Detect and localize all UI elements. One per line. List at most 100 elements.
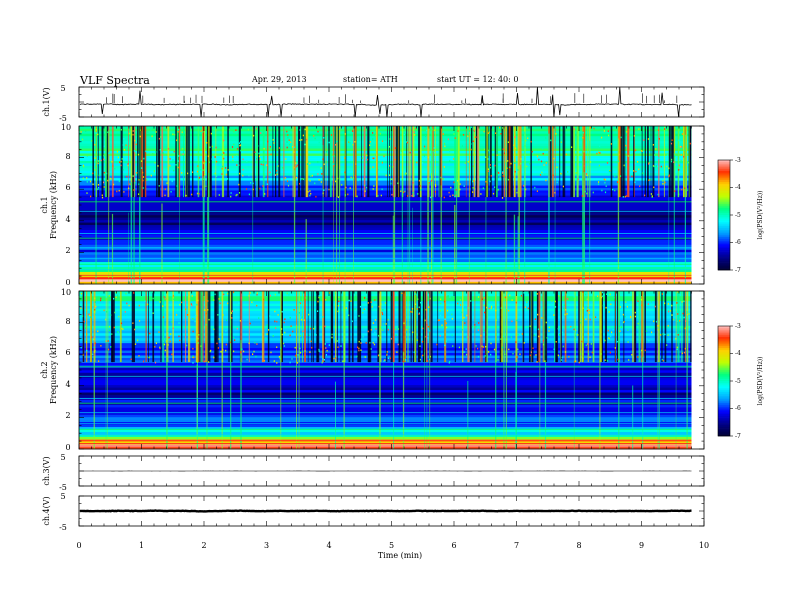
spectrogram-speckle [115, 296, 117, 299]
spectrogram-speckle [152, 297, 154, 300]
spectrogram-speckle [269, 171, 271, 174]
spectrogram-speckle [533, 334, 535, 337]
spectrogram-speckle [618, 153, 620, 156]
spectrogram-speckle [230, 192, 232, 194]
spectrogram-speckle [478, 322, 480, 324]
spectrogram-speckle [169, 340, 171, 343]
spectrogram-band [79, 202, 692, 206]
spectrogram-speckle [305, 297, 307, 299]
spectrogram-speckle [283, 342, 285, 345]
spectrogram-streak [486, 126, 488, 198]
spectrogram-speckle [262, 360, 264, 362]
spectrogram-speckle [222, 349, 224, 351]
colorbar-swatch [718, 189, 730, 192]
spectrogram-speckle [284, 177, 287, 179]
spectrogram-speckle [367, 302, 369, 304]
spectrogram-speckle [625, 195, 628, 197]
spectrogram-speckle [452, 194, 454, 197]
spectrogram-speckle [133, 292, 135, 294]
spectrogram-speckle [412, 191, 414, 194]
spectrogram-speckle [82, 353, 84, 356]
spectrogram-speckle [121, 158, 123, 160]
spectrogram-speckle [679, 320, 681, 322]
spectrogram-streak [204, 291, 207, 363]
spectrogram-speckle [347, 193, 349, 196]
colorbar-swatch [718, 408, 730, 411]
colorbar-swatch [718, 176, 730, 179]
spectrogram-streak [576, 126, 578, 198]
spectrogram-speckle [98, 174, 100, 177]
spectrogram-speckle [553, 348, 555, 350]
spectrogram-band [79, 362, 692, 366]
spectrogram-streak [166, 291, 169, 363]
spectrogram-speckle [141, 167, 143, 169]
spectrogram-streak [418, 291, 421, 363]
spectrogram-speckle [115, 291, 117, 294]
spectrogram-speckle [470, 300, 472, 302]
spectrogram-streak [501, 291, 504, 363]
spectrogram-speckle [521, 333, 523, 335]
spectrogram-speckle [293, 309, 295, 311]
spectrogram-speckle [405, 141, 407, 143]
spectrogram-streak [420, 197, 422, 284]
spectrogram-streak [161, 203, 163, 284]
spectrogram-streak [192, 126, 194, 198]
spectrogram-speckle [652, 144, 654, 146]
spectrogram-speckle [309, 194, 311, 197]
time-tick-8: 8 [576, 541, 581, 550]
spectrogram-speckle [428, 306, 430, 308]
spectrogram-speckle [438, 319, 440, 322]
spectrogram-speckle [175, 164, 177, 166]
spectrogram-speckle [526, 165, 528, 168]
spectrogram-speckle [536, 361, 538, 363]
spectrogram-speckle [360, 338, 362, 341]
spectrogram-streak [302, 291, 303, 363]
spectrogram-speckle [416, 339, 418, 341]
spectrogram-speckle [344, 194, 346, 196]
spectrogram-streak [554, 180, 556, 284]
spectrogram-speckle [317, 130, 319, 133]
spectrogram-speckle [182, 147, 184, 150]
spectrogram-streak [502, 126, 504, 198]
spectrogram-streak [256, 126, 258, 198]
spectrogram-speckle [121, 327, 123, 330]
spectrogram-speckle [364, 356, 366, 358]
spectrogram-speckle [256, 292, 258, 294]
spectrogram-speckle [95, 129, 97, 131]
spectrogram-speckle [517, 169, 519, 171]
spectrogram-speckle [116, 331, 119, 333]
spectrogram-speckle [93, 338, 95, 341]
spectrogram-streak [231, 291, 233, 363]
colorbar-swatch [718, 329, 730, 332]
spectrogram-speckle [288, 143, 291, 146]
spectrogram-speckle [584, 190, 586, 193]
spectrogram-band [79, 367, 692, 371]
spectrogram-speckle [257, 145, 259, 147]
spectrogram-speckle [216, 342, 218, 345]
spectrogram-speckle [135, 143, 137, 146]
spectrogram-speckle [493, 348, 496, 351]
spectrogram-speckle [554, 306, 557, 308]
ch2-freq-tick-8: 8 [65, 317, 70, 326]
spectrogram-speckle [311, 346, 313, 349]
spectrogram-speckle [111, 160, 113, 163]
ch1-freq-tick-6: 6 [65, 183, 70, 192]
spectrogram-streak [462, 291, 464, 363]
spectrogram-speckle [337, 177, 339, 180]
spectrogram-speckle [373, 185, 375, 187]
spectrogram-speckle [167, 330, 169, 333]
time-tick-10: 10 [699, 541, 709, 550]
spectrogram-speckle [239, 141, 242, 143]
spectrogram-speckle [448, 191, 450, 194]
spectrogram-speckle [177, 131, 179, 133]
spectrogram-speckle [166, 182, 168, 184]
spectrogram-speckle [263, 147, 265, 150]
spectrogram-streak [261, 291, 264, 363]
spectrogram-streak [418, 126, 421, 198]
spectrogram-speckle [269, 294, 271, 297]
spectrogram-streak [200, 291, 203, 363]
spectrogram-band [79, 175, 692, 179]
spectrogram-speckle [107, 340, 109, 342]
spectrogram-speckle [267, 140, 269, 143]
colorbar-swatch [718, 399, 730, 402]
